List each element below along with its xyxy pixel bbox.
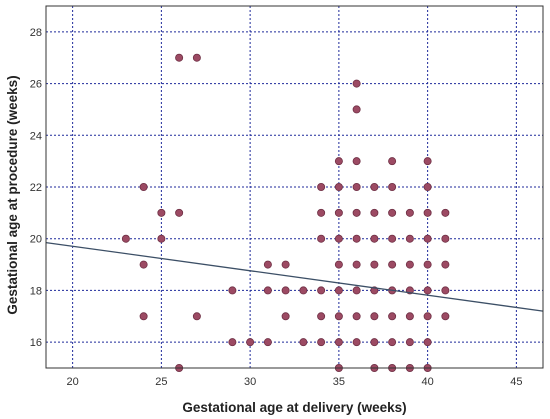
y-tick-labels: 16 18 20 22 24 26 28 xyxy=(30,27,42,349)
data-point xyxy=(423,234,432,243)
y-tick-label: 20 xyxy=(30,234,42,246)
x-tick-label: 45 xyxy=(510,376,522,388)
data-point xyxy=(423,286,432,295)
x-tick-label: 20 xyxy=(67,376,79,388)
data-point xyxy=(370,312,379,321)
data-point xyxy=(423,312,432,321)
x-tick-labels: 20 25 30 35 40 45 xyxy=(67,376,523,388)
data-point xyxy=(441,286,450,295)
data-point xyxy=(175,208,184,217)
data-point xyxy=(370,260,379,269)
data-point xyxy=(352,79,361,88)
data-point xyxy=(175,53,184,62)
data-point xyxy=(405,260,414,269)
data-point xyxy=(157,208,166,217)
plot-frame xyxy=(45,5,544,369)
data-point xyxy=(388,182,397,191)
data-point xyxy=(299,286,308,295)
data-point xyxy=(388,260,397,269)
data-point xyxy=(334,260,343,269)
data-point xyxy=(352,338,361,347)
x-axis-title: Gestational age at delivery (weeks) xyxy=(182,400,406,415)
data-point xyxy=(192,312,201,321)
data-point xyxy=(441,234,450,243)
data-point xyxy=(317,312,326,321)
data-point xyxy=(139,312,148,321)
data-point xyxy=(139,260,148,269)
data-point xyxy=(228,286,237,295)
data-point xyxy=(352,312,361,321)
data-point xyxy=(405,338,414,347)
data-point xyxy=(263,260,272,269)
y-tick-label: 28 xyxy=(30,27,42,39)
data-point xyxy=(157,234,166,243)
data-point xyxy=(388,208,397,217)
data-point xyxy=(334,312,343,321)
data-point xyxy=(441,208,450,217)
x-tick-label: 25 xyxy=(155,376,167,388)
y-tick-label: 18 xyxy=(30,285,42,297)
data-point xyxy=(405,312,414,321)
data-point xyxy=(388,312,397,321)
data-point xyxy=(352,182,361,191)
data-point xyxy=(441,260,450,269)
data-point xyxy=(352,208,361,217)
data-point xyxy=(370,182,379,191)
data-point xyxy=(334,234,343,243)
data-point xyxy=(246,338,255,347)
data-point xyxy=(317,234,326,243)
data-point xyxy=(352,157,361,166)
data-point xyxy=(352,105,361,114)
data-point xyxy=(334,182,343,191)
trend-line xyxy=(45,241,544,312)
data-point xyxy=(192,53,201,62)
x-tick-label: 35 xyxy=(333,376,345,388)
data-point xyxy=(281,286,290,295)
data-point xyxy=(423,157,432,166)
y-tick-label: 24 xyxy=(30,130,42,142)
data-point xyxy=(423,260,432,269)
data-point xyxy=(334,208,343,217)
data-point xyxy=(299,338,308,347)
data-point xyxy=(405,234,414,243)
data-point xyxy=(423,208,432,217)
data-point xyxy=(228,338,237,347)
data-point xyxy=(317,338,326,347)
data-point xyxy=(423,182,432,191)
data-point xyxy=(423,338,432,347)
data-point xyxy=(441,312,450,321)
horizontal-gridlines xyxy=(46,31,543,343)
data-point xyxy=(370,338,379,347)
data-point xyxy=(388,234,397,243)
data-points xyxy=(121,53,450,372)
data-point xyxy=(263,338,272,347)
y-tick-label: 26 xyxy=(30,79,42,91)
data-point xyxy=(281,260,290,269)
y-axis-title: Gestational age at procedure (weeks) xyxy=(5,75,20,314)
data-point xyxy=(352,286,361,295)
data-point xyxy=(317,182,326,191)
data-point xyxy=(139,182,148,191)
y-tick-label: 22 xyxy=(30,182,42,194)
data-point xyxy=(334,338,343,347)
y-tick-label: 16 xyxy=(30,337,42,349)
data-point xyxy=(352,234,361,243)
data-point xyxy=(370,234,379,243)
data-point xyxy=(263,286,272,295)
data-point xyxy=(334,286,343,295)
data-point xyxy=(388,338,397,347)
data-point xyxy=(317,208,326,217)
data-point xyxy=(121,234,130,243)
data-point xyxy=(317,286,326,295)
data-point xyxy=(388,157,397,166)
x-tick-label: 40 xyxy=(422,376,434,388)
data-point xyxy=(370,208,379,217)
data-point xyxy=(405,208,414,217)
x-tick-label: 30 xyxy=(244,376,256,388)
data-point xyxy=(281,312,290,321)
data-point xyxy=(352,260,361,269)
data-point xyxy=(334,157,343,166)
